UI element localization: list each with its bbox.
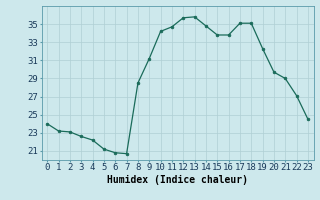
X-axis label: Humidex (Indice chaleur): Humidex (Indice chaleur) <box>107 175 248 185</box>
